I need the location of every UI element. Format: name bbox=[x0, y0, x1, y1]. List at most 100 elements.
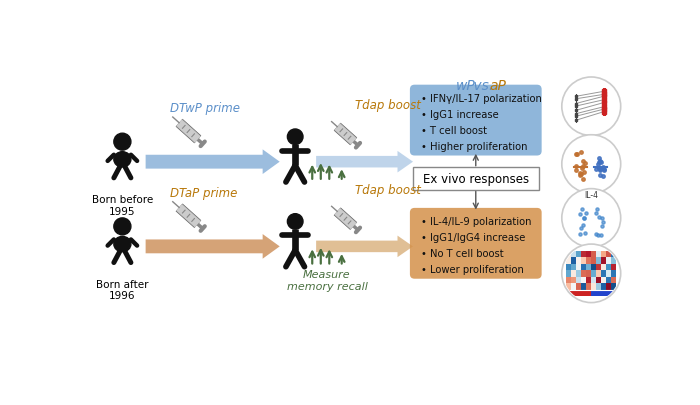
Circle shape bbox=[562, 245, 621, 303]
Bar bbox=[596, 264, 601, 271]
Bar bbox=[576, 277, 581, 284]
Bar bbox=[611, 251, 616, 258]
FancyBboxPatch shape bbox=[410, 208, 542, 279]
Bar bbox=[601, 258, 606, 264]
Ellipse shape bbox=[114, 152, 131, 168]
Bar bbox=[586, 251, 592, 258]
Bar bbox=[601, 264, 606, 271]
Polygon shape bbox=[146, 234, 280, 259]
Bar bbox=[576, 258, 581, 264]
Bar bbox=[611, 290, 616, 296]
Bar bbox=[606, 284, 611, 290]
Bar bbox=[606, 264, 611, 271]
Ellipse shape bbox=[114, 237, 131, 252]
Bar bbox=[571, 271, 576, 277]
Bar bbox=[606, 290, 611, 296]
Bar bbox=[592, 264, 596, 271]
Bar bbox=[581, 277, 586, 284]
Bar bbox=[571, 258, 576, 264]
Bar bbox=[611, 258, 616, 264]
Bar bbox=[586, 290, 592, 296]
Text: Ex vivo responses: Ex vivo responses bbox=[423, 173, 528, 185]
Polygon shape bbox=[146, 150, 280, 175]
Bar bbox=[581, 258, 586, 264]
Text: aP: aP bbox=[489, 79, 506, 92]
Bar bbox=[601, 290, 606, 296]
Bar bbox=[566, 284, 571, 290]
Bar bbox=[601, 284, 606, 290]
Bar bbox=[571, 251, 576, 258]
Bar bbox=[586, 258, 592, 264]
Bar bbox=[586, 264, 592, 271]
Bar bbox=[581, 271, 586, 277]
Bar bbox=[586, 277, 592, 284]
Circle shape bbox=[562, 78, 621, 136]
Bar bbox=[611, 271, 616, 277]
Bar bbox=[596, 290, 601, 296]
Text: • IFNγ/IL-17 polarization
• IgG1 increase
• T cell boost
• Higher proliferation: • IFNγ/IL-17 polarization • IgG1 increas… bbox=[421, 94, 542, 152]
Bar bbox=[596, 271, 601, 277]
Bar bbox=[581, 290, 586, 296]
Bar bbox=[576, 290, 581, 296]
Bar bbox=[581, 284, 586, 290]
Text: wP: wP bbox=[456, 79, 475, 92]
Text: Measure
memory recall: Measure memory recall bbox=[286, 270, 368, 291]
Bar bbox=[596, 251, 601, 258]
Polygon shape bbox=[316, 236, 413, 258]
Bar bbox=[606, 251, 611, 258]
Circle shape bbox=[114, 134, 131, 151]
Bar bbox=[601, 277, 606, 284]
Circle shape bbox=[562, 189, 621, 247]
Bar bbox=[581, 264, 586, 271]
Bar bbox=[586, 284, 592, 290]
Text: Tdap boost: Tdap boost bbox=[355, 98, 421, 112]
Bar bbox=[601, 251, 606, 258]
Polygon shape bbox=[316, 151, 413, 173]
Bar bbox=[571, 277, 576, 284]
Bar bbox=[576, 264, 581, 271]
Circle shape bbox=[288, 214, 303, 230]
Text: vs.: vs. bbox=[469, 79, 498, 92]
Bar bbox=[592, 277, 596, 284]
Bar bbox=[596, 284, 601, 290]
Text: • IL-4/IL-9 polarization
• IgG1/IgG4 increase
• No T cell boost
• Lower prolifer: • IL-4/IL-9 polarization • IgG1/IgG4 inc… bbox=[421, 217, 531, 275]
Bar bbox=[611, 284, 616, 290]
Bar bbox=[611, 264, 616, 271]
Bar bbox=[566, 271, 571, 277]
Bar bbox=[592, 251, 596, 258]
Bar bbox=[592, 290, 596, 296]
Bar bbox=[592, 284, 596, 290]
Bar bbox=[596, 277, 601, 284]
Bar bbox=[566, 251, 571, 258]
Bar bbox=[571, 284, 576, 290]
Bar bbox=[576, 251, 581, 258]
Circle shape bbox=[562, 135, 621, 194]
Bar bbox=[601, 271, 606, 277]
Bar bbox=[606, 277, 611, 284]
Text: Born after
1996: Born after 1996 bbox=[96, 279, 148, 301]
Text: DTaP prime: DTaP prime bbox=[170, 186, 238, 199]
FancyBboxPatch shape bbox=[413, 168, 538, 191]
Bar bbox=[576, 284, 581, 290]
Text: DTwP prime: DTwP prime bbox=[170, 102, 240, 115]
Text: IL-4: IL-4 bbox=[584, 191, 598, 200]
Text: Tdap boost: Tdap boost bbox=[355, 183, 421, 196]
Bar bbox=[566, 290, 571, 296]
Bar bbox=[566, 264, 571, 271]
Bar bbox=[571, 264, 576, 271]
Bar bbox=[586, 271, 592, 277]
Bar bbox=[592, 271, 596, 277]
Bar bbox=[592, 258, 596, 264]
Bar bbox=[606, 258, 611, 264]
Bar bbox=[596, 258, 601, 264]
Bar bbox=[566, 277, 571, 284]
Bar bbox=[576, 271, 581, 277]
Text: Born before
1995: Born before 1995 bbox=[92, 194, 153, 216]
Bar bbox=[611, 277, 616, 284]
FancyBboxPatch shape bbox=[410, 85, 542, 156]
Bar bbox=[566, 258, 571, 264]
Bar bbox=[606, 271, 611, 277]
Circle shape bbox=[288, 130, 303, 145]
Circle shape bbox=[114, 218, 131, 235]
Bar bbox=[581, 251, 586, 258]
